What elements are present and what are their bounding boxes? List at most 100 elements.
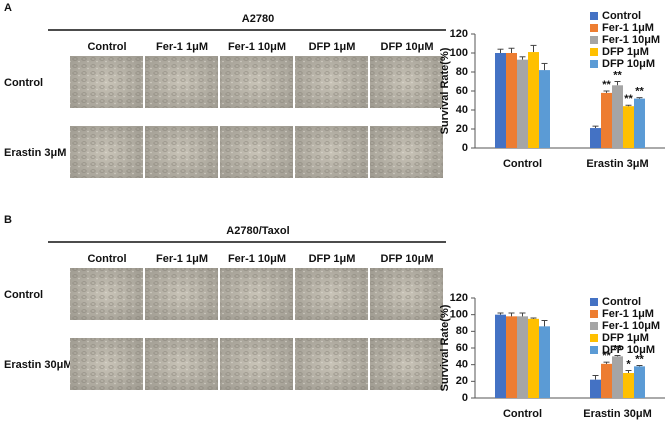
column-label: DFP 10μM (381, 41, 434, 53)
bar (623, 106, 634, 148)
y-tick-label: 60 (456, 85, 468, 97)
column-label: Fer-1 1μM (156, 253, 208, 265)
micrograph-texture (295, 126, 368, 178)
micrograph-texture (220, 56, 293, 108)
micrograph-texture (370, 56, 443, 108)
micrograph-texture (145, 56, 218, 108)
y-axis-label: Survival Rate(%) (439, 47, 451, 134)
row-label: Erastin 30μM (4, 359, 72, 371)
y-tick-label: 100 (450, 47, 468, 59)
legend-label: Control (602, 296, 641, 308)
y-tick-label: 120 (450, 292, 468, 304)
significance: ** (635, 86, 644, 98)
bar (506, 53, 517, 148)
significance: * (626, 358, 631, 370)
significance: ** (635, 353, 644, 365)
significance: ** (613, 69, 622, 81)
column-label: Fer-1 10μM (228, 253, 286, 265)
significance: ** (613, 343, 622, 355)
bar (528, 318, 539, 398)
micrograph-texture (295, 338, 368, 390)
micrograph-texture (370, 126, 443, 178)
y-tick-label: 20 (456, 375, 468, 387)
y-tick-label: 120 (450, 28, 468, 40)
micrograph-texture (370, 338, 443, 390)
x-tick-label: Erastin 30μM (583, 408, 651, 420)
legend-swatch (590, 24, 598, 32)
bar (612, 85, 623, 148)
legend-label: DFP 10μM (602, 344, 655, 356)
column-label: DFP 1μM (309, 253, 356, 265)
micrograph-texture (220, 126, 293, 178)
bar (506, 316, 517, 398)
x-tick-label: Erastin 3μM (586, 158, 648, 170)
bar (634, 98, 645, 148)
micrograph-texture (370, 268, 443, 320)
legend-label: Fer-1 1μM (602, 308, 654, 320)
row-label: Control (4, 77, 43, 89)
bar (539, 70, 550, 148)
panel-letter: A (4, 2, 12, 14)
bar (517, 316, 528, 398)
micrograph-texture (295, 268, 368, 320)
micrograph-texture (70, 268, 143, 320)
bar (601, 92, 612, 148)
legend-label: DFP 10μM (602, 58, 655, 70)
micrograph-texture (70, 56, 143, 108)
column-label: Control (87, 253, 126, 265)
significance: ** (624, 93, 633, 105)
row-label: Erastin 3μM (4, 147, 66, 159)
significance: ** (602, 79, 611, 91)
y-tick-label: 60 (456, 342, 468, 354)
x-tick-label: Control (503, 158, 542, 170)
legend-swatch (590, 48, 598, 56)
column-label: DFP 10μM (381, 253, 434, 265)
y-tick-label: 100 (450, 309, 468, 321)
legend-label: Fer-1 10μM (602, 320, 660, 332)
legend-swatch (590, 322, 598, 330)
micrograph-texture (295, 56, 368, 108)
bar (517, 59, 528, 148)
legend-label: Fer-1 1μM (602, 22, 654, 34)
legend-swatch (590, 36, 598, 44)
micrograph-texture (70, 126, 143, 178)
micrograph-texture (145, 268, 218, 320)
legend-swatch (590, 310, 598, 318)
y-tick-label: 80 (456, 325, 468, 337)
y-tick-label: 40 (456, 359, 468, 371)
micrograph-texture (70, 338, 143, 390)
micrograph-texture (220, 268, 293, 320)
bar (590, 379, 601, 398)
bar (495, 53, 506, 148)
y-tick-label: 20 (456, 123, 468, 135)
y-axis-label: Survival Rate(%) (439, 304, 451, 391)
y-tick-label: 80 (456, 66, 468, 78)
micrograph-texture (220, 338, 293, 390)
y-tick-label: 0 (462, 142, 468, 154)
x-tick-label: Control (503, 408, 542, 420)
legend-swatch (590, 298, 598, 306)
legend-label: Control (602, 10, 641, 22)
bar (623, 373, 634, 398)
bar (601, 363, 612, 398)
legend-swatch (590, 334, 598, 342)
legend-swatch (590, 346, 598, 354)
y-tick-label: 40 (456, 104, 468, 116)
column-label: Fer-1 1μM (156, 41, 208, 53)
legend-label: DFP 1μM (602, 332, 649, 344)
panel-letter: B (4, 214, 12, 226)
column-label: DFP 1μM (309, 41, 356, 53)
bar (528, 52, 539, 148)
cell-line-title: A2780 (242, 13, 274, 25)
bar (539, 326, 550, 398)
significance: ** (602, 350, 611, 362)
bar (590, 128, 601, 148)
row-label: Control (4, 289, 43, 301)
micrograph-texture (145, 338, 218, 390)
bar (495, 314, 506, 398)
micrograph-texture (145, 126, 218, 178)
legend-label: Fer-1 10μM (602, 34, 660, 46)
legend-swatch (590, 60, 598, 68)
legend-label: DFP 1μM (602, 46, 649, 58)
